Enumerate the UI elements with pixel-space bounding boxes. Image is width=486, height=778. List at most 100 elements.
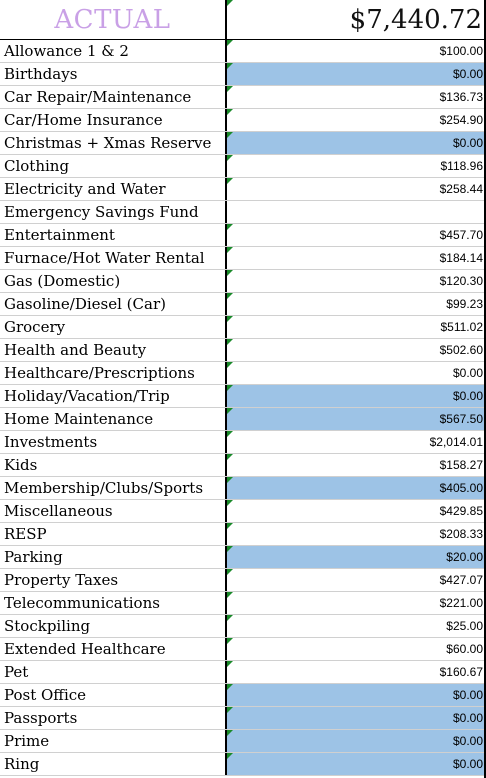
table-row: Entertainment $457.70 [0,224,486,247]
table-row: Birthdays $0.00 [0,63,486,86]
category-label-cell[interactable]: Furnace/Hot Water Rental [4,249,205,267]
budget-table: Allowance 1 & 2 $100.00 Birthdays $0.00 Car … [0,40,486,776]
table-row: Miscellaneous $429.85 [0,500,486,523]
table-row: Prime $0.00 [0,730,486,753]
category-label-cell[interactable]: Passports [4,709,78,727]
amount-value: $0.00 [452,366,483,380]
category-label-cell[interactable]: Stockpiling [4,617,91,635]
amount-cell[interactable]: $457.70 [225,224,486,246]
category-label-cell[interactable]: Prime [4,732,50,750]
category-label-cell[interactable]: Holiday/Vacation/Trip [4,387,170,405]
category-label-cell[interactable]: Entertainment [4,226,115,244]
category-label-cell[interactable]: RESP [4,525,47,543]
amount-cell[interactable]: $0.00 [225,753,486,775]
category-label-cell[interactable]: Health and Beauty [4,341,147,359]
amount-cell[interactable]: $184.14 [225,247,486,269]
comment-marker-icon [227,408,233,414]
amount-cell[interactable]: $2,014.01 [225,431,486,453]
table-row: Extended Healthcare $60.00 [0,638,486,661]
amount-cell[interactable]: $0.00 [225,63,486,85]
amount-cell[interactable]: $429.85 [225,500,486,522]
comment-marker-icon [227,362,233,368]
comment-marker-icon [227,661,233,667]
table-row: Parking $20.00 [0,546,486,569]
category-label-cell[interactable]: Investments [4,433,98,451]
category-label-cell[interactable]: Gasoline/Diesel (Car) [4,295,166,313]
amount-cell[interactable]: $25.00 [225,615,486,637]
amount-cell[interactable]: $20.00 [225,546,486,568]
category-label-cell[interactable]: Healthcare/Prescriptions [4,364,195,382]
header-label-cell[interactable]: ACTUAL [54,4,171,35]
amount-cell[interactable]: $405.00 [225,477,486,499]
amount-cell[interactable]: $511.02 [225,316,486,338]
comment-marker-icon [227,247,233,253]
amount-value: $0.00 [452,711,483,725]
header-total-cell[interactable]: $7,440.72 [225,0,486,39]
amount-value: $567.50 [439,412,483,426]
amount-value: $2,014.01 [429,435,483,449]
amount-cell[interactable]: $502.60 [225,339,486,361]
category-label-cell[interactable]: Christmas + Xmas Reserve [4,134,212,152]
category-label-cell[interactable]: Home Maintenance [4,410,154,428]
amount-cell[interactable]: $427.07 [225,569,486,591]
amount-cell[interactable]: $208.33 [225,523,486,545]
comment-marker-icon [227,523,233,529]
amount-cell[interactable]: $120.30 [225,270,486,292]
table-row: Car/Home Insurance $254.90 [0,109,486,132]
category-label-cell[interactable]: Gas (Domestic) [4,272,121,290]
amount-cell[interactable]: $254.90 [225,109,486,131]
amount-cell[interactable]: $99.23 [225,293,486,315]
comment-marker-icon [227,569,233,575]
category-label-cell[interactable]: Car Repair/Maintenance [4,88,192,106]
amount-cell[interactable]: $0.00 [225,730,486,752]
category-label-cell[interactable]: Clothing [4,157,70,175]
category-label-cell[interactable]: Ring [4,755,40,773]
comment-marker-icon [227,477,233,483]
category-label-cell[interactable]: Parking [4,548,63,566]
category-label-cell[interactable]: Electricity and Water [4,180,166,198]
category-label-cell[interactable]: Extended Healthcare [4,640,166,658]
amount-value: $221.00 [439,596,483,610]
category-label-cell[interactable]: Telecommunications [4,594,160,612]
amount-value: $136.73 [439,90,483,104]
amount-cell[interactable]: $258.44 [225,178,486,200]
amount-value: $120.30 [439,274,483,288]
table-row: Health and Beauty $502.60 [0,339,486,362]
amount-cell[interactable]: $0.00 [225,707,486,729]
amount-cell[interactable]: $60.00 [225,638,486,660]
category-label-cell[interactable]: Membership/Clubs/Sports [4,479,204,497]
table-row: Christmas + Xmas Reserve $0.00 [0,132,486,155]
amount-cell[interactable]: $0.00 [225,684,486,706]
category-label-cell[interactable]: Post Office [4,686,87,704]
category-label-cell[interactable]: Kids [4,456,38,474]
category-label-cell[interactable]: Property Taxes [4,571,119,589]
table-row: Home Maintenance $567.50 [0,408,486,431]
amount-cell[interactable]: $0.00 [225,385,486,407]
category-label-cell[interactable]: Car/Home Insurance [4,111,163,129]
amount-cell[interactable]: $136.73 [225,86,486,108]
comment-marker-icon [227,431,233,437]
amount-cell[interactable]: $158.27 [225,454,486,476]
amount-cell[interactable]: $567.50 [225,408,486,430]
comment-marker-icon [227,615,233,621]
comment-marker-icon [227,316,233,322]
amount-cell[interactable]: $0.00 [225,362,486,384]
amount-cell[interactable]: $221.00 [225,592,486,614]
category-label-cell[interactable]: Pet [4,663,29,681]
table-row: Pet $160.67 [0,661,486,684]
amount-cell[interactable] [225,201,486,223]
amount-cell[interactable]: $100.00 [225,40,486,62]
category-label-cell[interactable]: Allowance 1 & 2 [4,42,129,60]
comment-marker-icon [227,0,233,6]
category-label-cell[interactable]: Emergency Savings Fund [4,203,199,221]
table-row: Property Taxes $427.07 [0,569,486,592]
category-label-cell[interactable]: Miscellaneous [4,502,113,520]
amount-cell[interactable]: $160.67 [225,661,486,683]
table-row: Allowance 1 & 2 $100.00 [0,40,486,63]
amount-value: $457.70 [439,228,483,242]
category-label-cell[interactable]: Grocery [4,318,66,336]
amount-cell[interactable]: $0.00 [225,132,486,154]
amount-value: $158.27 [439,458,483,472]
amount-cell[interactable]: $118.96 [225,155,486,177]
category-label-cell[interactable]: Birthdays [4,65,78,83]
